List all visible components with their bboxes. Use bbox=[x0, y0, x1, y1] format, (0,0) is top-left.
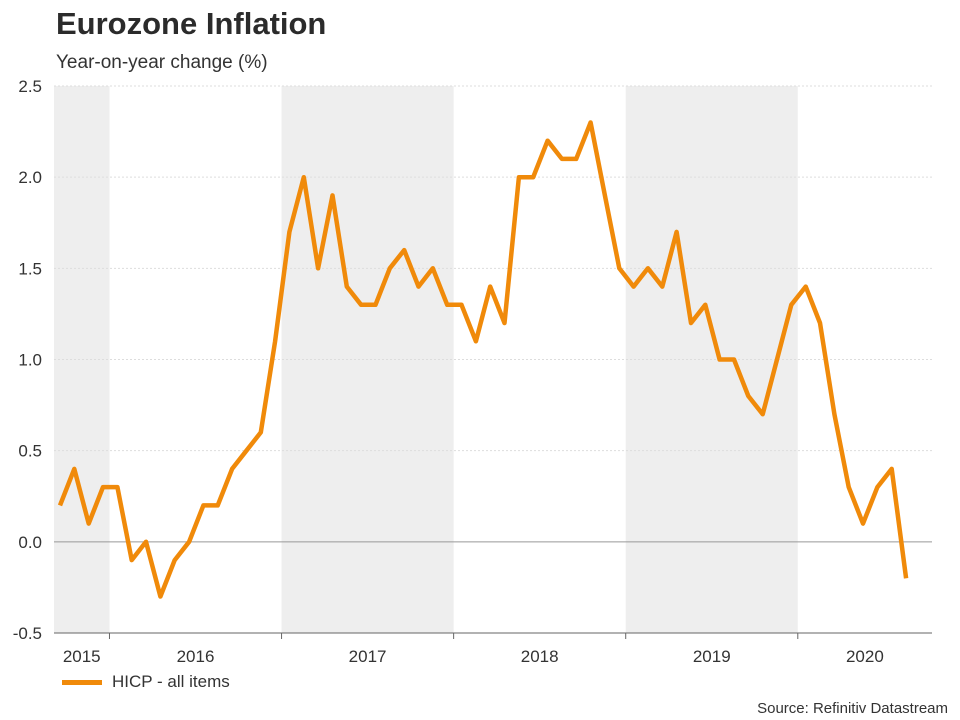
series-line-hicp bbox=[57, 120, 909, 599]
x-tick-label: 2020 bbox=[846, 647, 884, 666]
source-note: Source: Refinitiv Datastream bbox=[757, 700, 948, 717]
x-tick-label: 2018 bbox=[521, 647, 559, 666]
y-tick-label: 2.5 bbox=[18, 77, 42, 96]
legend-label: HICP - all items bbox=[112, 672, 230, 691]
legend-swatch bbox=[62, 679, 102, 685]
x-tick-label: 2015 bbox=[63, 647, 101, 666]
chart-title: Eurozone Inflation bbox=[56, 6, 327, 41]
y-tick-label: 0.0 bbox=[18, 533, 42, 552]
legend: HICP - all items bbox=[62, 672, 230, 692]
x-tick-label: 2016 bbox=[177, 647, 215, 666]
y-tick-label: 0.5 bbox=[18, 442, 42, 461]
y-tick-label: -0.5 bbox=[13, 624, 42, 643]
y-tick-label: 1.0 bbox=[18, 351, 42, 370]
x-tick-label: 2019 bbox=[693, 647, 731, 666]
chart-subtitle: Year-on-year change (%) bbox=[56, 52, 268, 73]
y-tick-label: 2.0 bbox=[18, 168, 42, 187]
x-tick-label: 2017 bbox=[349, 647, 387, 666]
y-tick-label: 1.5 bbox=[18, 259, 42, 278]
